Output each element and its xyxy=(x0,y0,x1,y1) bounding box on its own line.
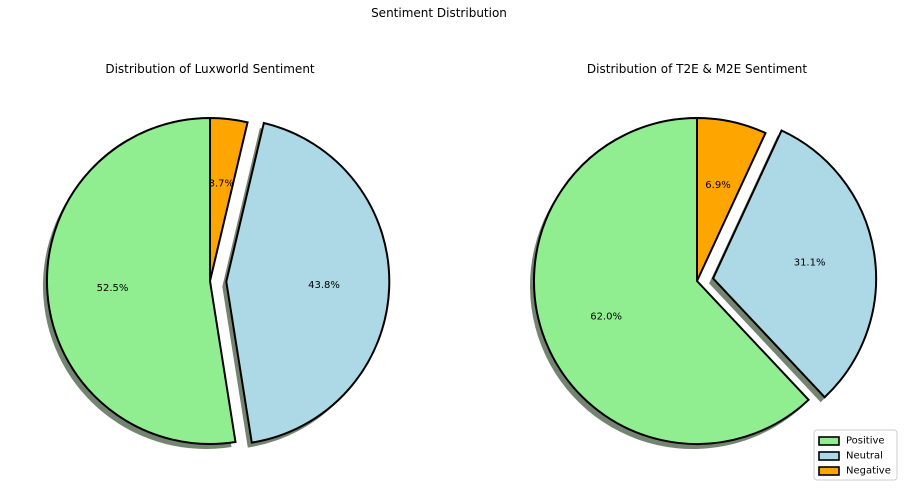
pie-slices xyxy=(46,116,391,445)
pie-value-label-neutral: 43.8% xyxy=(308,280,340,291)
pie-value-label-positive: 52.5% xyxy=(97,283,129,294)
pie-chart-t2e-m2e: Distribution of T2E & M2E Sentiment 62.0… xyxy=(529,62,878,450)
pie-slice-positive xyxy=(533,116,810,445)
legend-label-neutral: Neutral xyxy=(846,451,883,462)
pie-title-luxworld: Distribution of Luxworld Sentiment xyxy=(105,62,315,76)
pie-title-t2e-m2e: Distribution of T2E & M2E Sentiment xyxy=(587,62,807,76)
pie-slice-negative xyxy=(696,116,767,282)
legend-label-negative: Negative xyxy=(846,466,891,477)
pie-slice-neutral xyxy=(225,121,391,444)
pie-value-label-neutral: 31.1% xyxy=(794,257,826,268)
pie-slice-negative xyxy=(209,116,249,282)
pie-slice-positive xyxy=(46,116,237,445)
pie-slices xyxy=(533,116,878,445)
pie-value-label-negative: 6.9% xyxy=(705,180,730,191)
pie-value-labels: 62.0% 31.1% 6.9% xyxy=(590,180,825,323)
pie-value-label-positive: 62.0% xyxy=(590,312,622,323)
legend-swatch-positive xyxy=(818,436,840,446)
legend: Positive Neutral Negative xyxy=(813,429,898,481)
legend-label-positive: Positive xyxy=(846,436,885,447)
figure-suptitle: Sentiment Distribution xyxy=(371,6,507,20)
legend-swatch-neutral xyxy=(818,451,840,461)
pie-slice-neutral xyxy=(711,129,878,399)
pie-value-labels: 52.5% 43.8% 3.7% xyxy=(97,178,340,294)
legend-swatch-negative xyxy=(818,466,840,476)
pie-value-label-negative: 3.7% xyxy=(209,178,234,189)
pie-chart-luxworld: Distribution of Luxworld Sentiment 52.5%… xyxy=(42,62,391,449)
